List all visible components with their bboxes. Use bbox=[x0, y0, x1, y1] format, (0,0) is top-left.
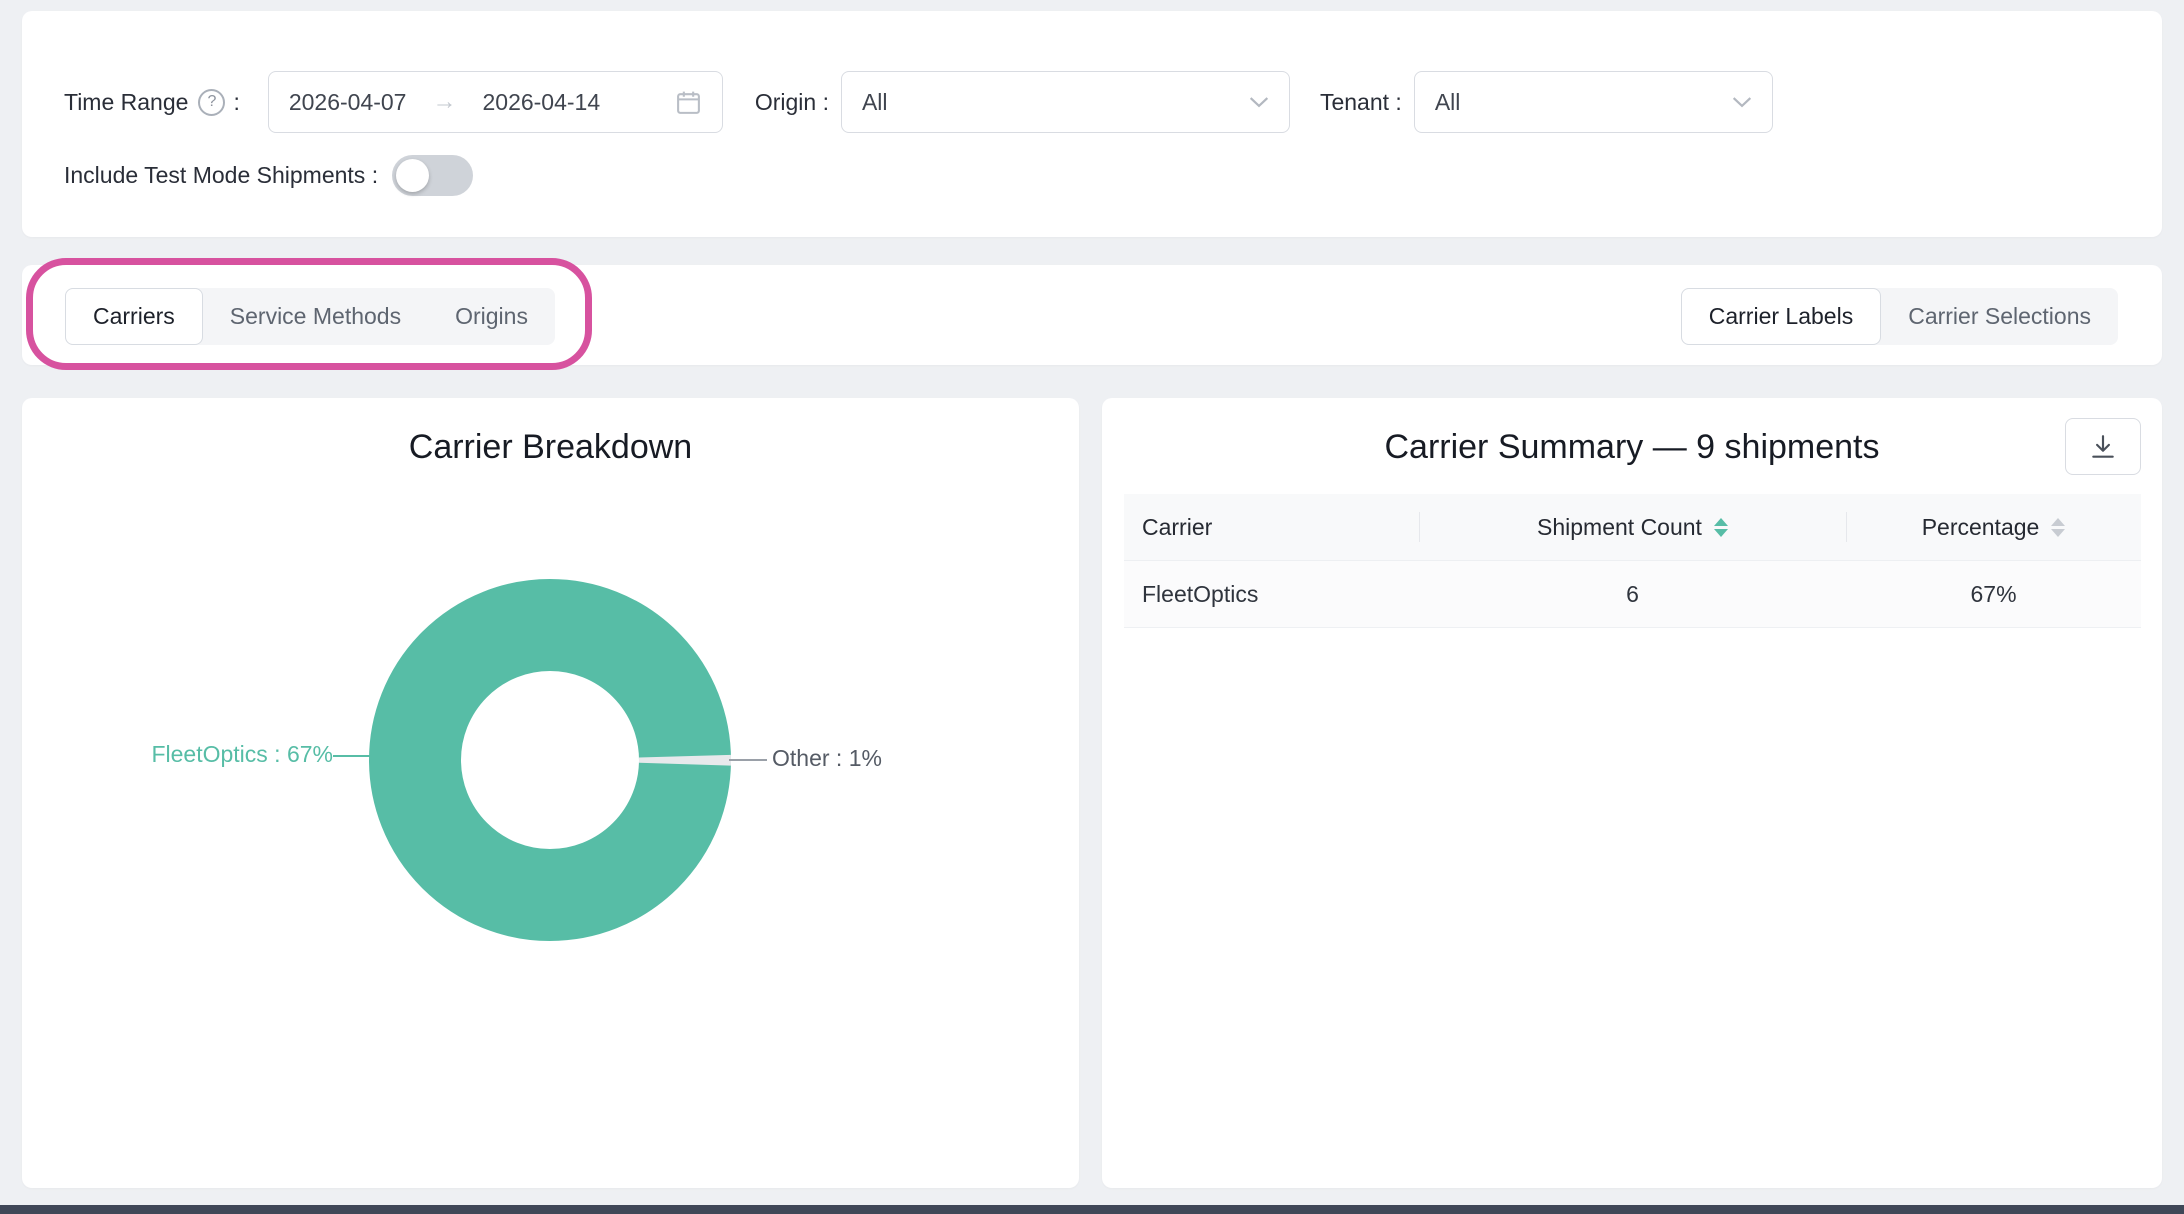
cell-percentage: 67% bbox=[1970, 580, 2017, 607]
slice-label-other: Other : 1% bbox=[772, 745, 882, 771]
column-header-percentage[interactable]: Percentage bbox=[1846, 494, 2141, 560]
column-header-carrier: Carrier bbox=[1124, 494, 1419, 560]
tenant-select[interactable]: All bbox=[1413, 71, 1773, 133]
chevron-down-icon bbox=[1249, 96, 1269, 108]
donut-chart[interactable] bbox=[22, 568, 1079, 968]
origin-select[interactable]: All bbox=[840, 71, 1290, 133]
view-tabs: Carriers Service Methods Origins bbox=[65, 288, 555, 345]
download-icon bbox=[2089, 433, 2117, 461]
cell-carrier: FleetOptics bbox=[1142, 580, 1259, 607]
filters-row-2: Include Test Mode Shipments : bbox=[64, 149, 474, 201]
help-icon[interactable]: ? bbox=[198, 88, 226, 116]
tenant-value: All bbox=[1434, 88, 1461, 115]
table-row: FleetOptics 6 67% bbox=[1124, 561, 2141, 628]
tab-label: Carriers bbox=[93, 303, 175, 329]
chart-title: Carrier Breakdown bbox=[408, 428, 693, 466]
help-glyph: ? bbox=[207, 93, 217, 110]
tab-service-methods[interactable]: Service Methods bbox=[203, 288, 428, 345]
origin-label: Origin : bbox=[754, 88, 829, 115]
slice-label-fleetoptics: FleetOptics : 67% bbox=[151, 741, 333, 767]
donut-slice-other[interactable] bbox=[369, 579, 731, 941]
filters-row-1: Time Range ? : 2026-04-07 → 2026-04-14 O… bbox=[64, 71, 2122, 133]
column-header-shipment-count[interactable]: Shipment Count bbox=[1419, 494, 1846, 560]
carrier-summary-card: Carrier Summary — 9 shipments Carrier Sh… bbox=[1102, 398, 2162, 1188]
column-label: Shipment Count bbox=[1537, 513, 1702, 540]
tab-label: Service Methods bbox=[229, 303, 402, 329]
chevron-down-icon bbox=[1732, 96, 1752, 108]
summary-table: Carrier Shipment Count Percentage FleetO… bbox=[1124, 494, 2141, 628]
column-label: Carrier bbox=[1142, 513, 1213, 540]
start-date-value[interactable]: 2026-04-07 bbox=[288, 88, 407, 115]
page-bottom-edge bbox=[0, 1205, 2184, 1214]
sort-icon bbox=[1713, 517, 1728, 537]
tab-carriers[interactable]: Carriers bbox=[65, 288, 203, 345]
end-date-value[interactable]: 2026-04-14 bbox=[482, 88, 601, 115]
origin-value: All bbox=[861, 88, 888, 115]
tab-label: Carrier Labels bbox=[1708, 303, 1854, 329]
download-button[interactable] bbox=[2065, 418, 2141, 475]
filters-panel: Time Range ? : 2026-04-07 → 2026-04-14 O… bbox=[22, 11, 2162, 237]
time-range-colon: : bbox=[233, 88, 240, 115]
test-mode-toggle[interactable] bbox=[392, 154, 474, 196]
view-toolbar: Carriers Service Methods Origins Carrier… bbox=[22, 265, 2162, 365]
table-header-row: Carrier Shipment Count Percentage bbox=[1124, 494, 2141, 561]
range-arrow-icon: → bbox=[432, 88, 457, 115]
tab-label: Origins bbox=[455, 303, 528, 329]
tenant-label: Tenant : bbox=[1319, 88, 1402, 115]
cell-shipment-count: 6 bbox=[1626, 580, 1639, 607]
summary-title: Carrier Summary — 9 shipments bbox=[1384, 428, 1880, 466]
toggle-knob bbox=[396, 158, 430, 192]
test-mode-label: Include Test Mode Shipments : bbox=[64, 161, 379, 188]
date-range-picker[interactable]: 2026-04-07 → 2026-04-14 bbox=[267, 71, 723, 133]
column-label: Percentage bbox=[1921, 513, 2040, 540]
sort-icon bbox=[2051, 517, 2066, 537]
time-range-label: Time Range bbox=[64, 88, 189, 115]
calendar-icon bbox=[675, 89, 702, 116]
tab-carrier-selections[interactable]: Carrier Selections bbox=[1881, 288, 2118, 345]
carrier-breakdown-card: Carrier Breakdown FleetOptics : 67% Othe… bbox=[22, 398, 1079, 1188]
tab-origins[interactable]: Origins bbox=[428, 288, 555, 345]
tab-carrier-labels[interactable]: Carrier Labels bbox=[1680, 288, 1882, 345]
label-mode-tabs: Carrier Labels Carrier Selections bbox=[1680, 288, 2118, 345]
tab-label: Carrier Selections bbox=[1908, 303, 2091, 329]
